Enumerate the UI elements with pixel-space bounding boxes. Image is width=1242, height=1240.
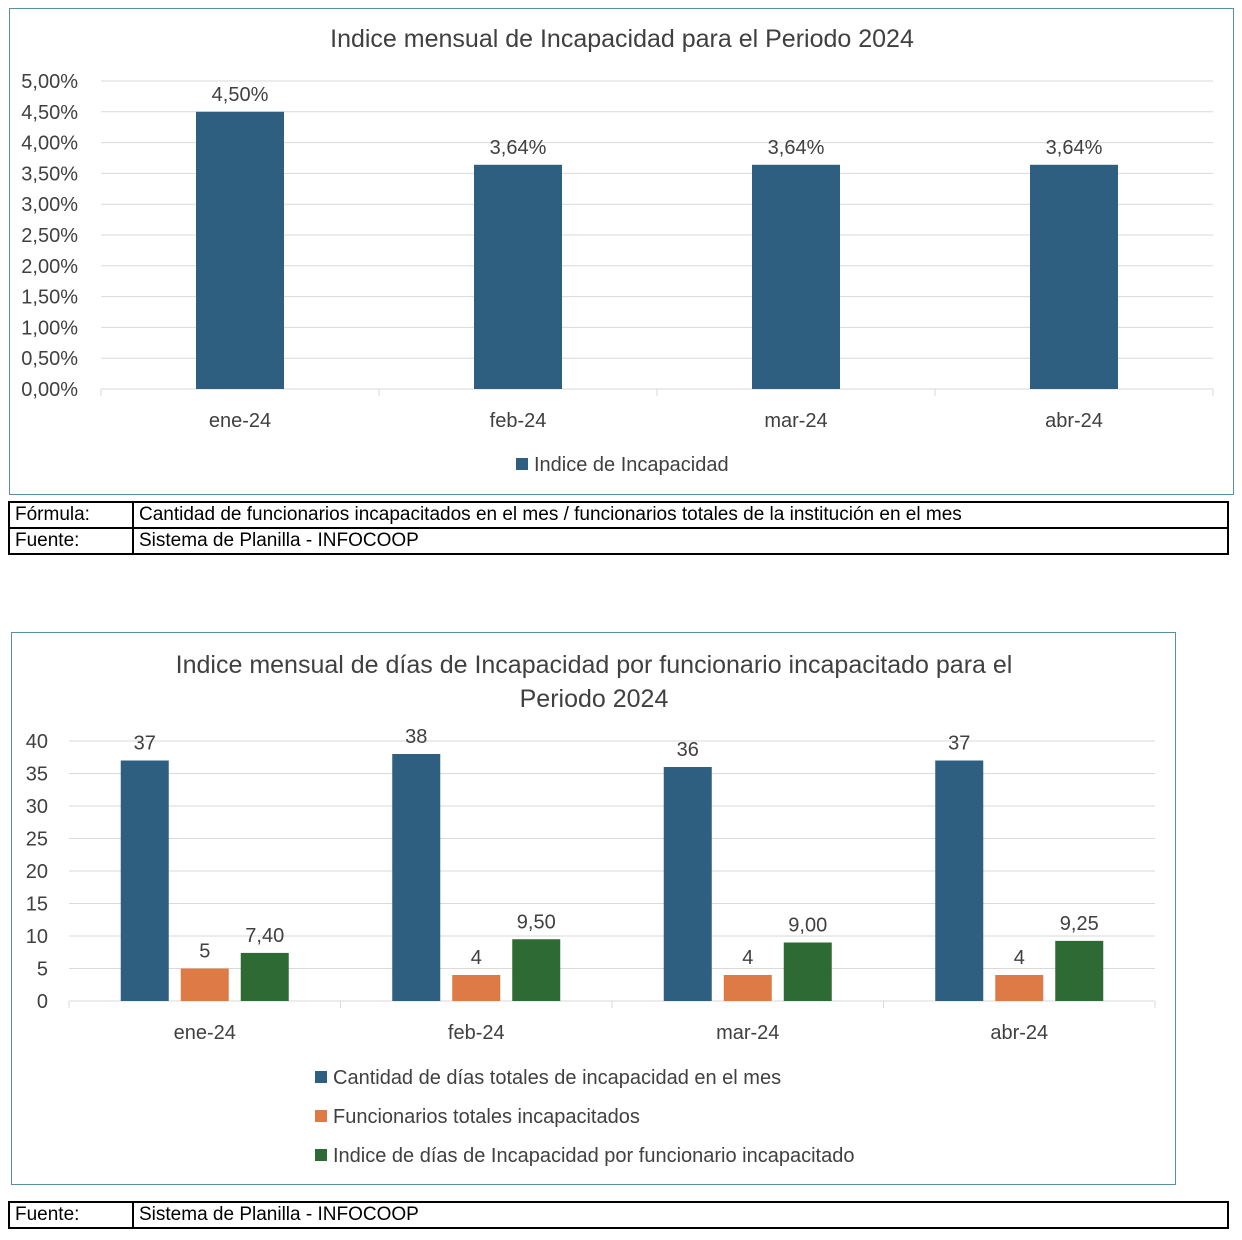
data-label: 9,00 xyxy=(788,915,827,937)
bar xyxy=(512,939,561,1001)
y-tick-label: 1,50% xyxy=(21,287,78,309)
y-tick-label: 30 xyxy=(26,796,48,818)
data-label: 4 xyxy=(1014,947,1025,969)
y-tick-label: 40 xyxy=(26,731,48,753)
bar xyxy=(663,767,712,1001)
y-tick-label: 1,00% xyxy=(21,317,78,339)
x-category-label: ene-24 xyxy=(209,410,271,432)
bar xyxy=(474,164,562,389)
legend-label: Cantidad de días totales de incapacidad … xyxy=(333,1067,781,1089)
chart-title: Indice mensual de días de Incapacidad po… xyxy=(176,651,1013,679)
y-tick-label: 25 xyxy=(26,829,48,851)
bar xyxy=(196,111,284,390)
formula-label: Fórmula: xyxy=(8,501,134,529)
y-tick-label: 2,50% xyxy=(21,225,78,247)
data-label: 36 xyxy=(677,739,699,761)
formula-source-table: Fórmula: Cantidad de funcionarios incapa… xyxy=(8,501,1229,555)
x-category-label: mar-24 xyxy=(764,410,827,432)
y-tick-label: 0,50% xyxy=(21,348,78,370)
data-label: 3,64% xyxy=(1046,137,1103,159)
bar xyxy=(120,760,169,1001)
data-label: 38 xyxy=(405,726,427,748)
source-row: Fuente: Sistema de Planilla - INFOCOOP xyxy=(8,527,1229,555)
legend-label: Indice de días de Incapacidad por funcio… xyxy=(333,1145,854,1167)
data-label: 4 xyxy=(471,947,482,969)
y-tick-label: 5 xyxy=(37,959,48,981)
data-label: 4,50% xyxy=(212,84,269,106)
x-category-label: ene-24 xyxy=(174,1022,236,1044)
chart-incapacity-days: Indice mensual de días de Incapacidad po… xyxy=(11,632,1176,1185)
legend-swatch xyxy=(516,458,528,470)
y-tick-label: 2,00% xyxy=(21,256,78,278)
x-category-label: feb-24 xyxy=(448,1022,505,1044)
bar xyxy=(392,754,441,1001)
chart-incapacity-index: Indice mensual de Incapacidad para el Pe… xyxy=(9,8,1234,495)
x-category-label: abr-24 xyxy=(990,1022,1048,1044)
legend-swatch xyxy=(315,1110,327,1122)
bar xyxy=(935,760,984,1001)
bar xyxy=(783,942,832,1001)
data-label: 9,25 xyxy=(1060,913,1099,935)
y-tick-label: 15 xyxy=(26,894,48,916)
data-label: 37 xyxy=(134,733,156,755)
data-label: 9,50 xyxy=(517,911,556,933)
data-label: 3,64% xyxy=(768,137,825,159)
y-tick-label: 4,50% xyxy=(21,102,78,124)
legend-label: Funcionarios totales incapacitados xyxy=(333,1106,640,1128)
bar xyxy=(752,164,840,389)
bar xyxy=(995,975,1044,1001)
bar xyxy=(180,968,229,1001)
bar xyxy=(1030,164,1118,389)
formula-row: Fórmula: Cantidad de funcionarios incapa… xyxy=(8,501,1229,529)
x-category-label: feb-24 xyxy=(490,410,547,432)
bar xyxy=(723,975,772,1001)
chart-title: Periodo 2024 xyxy=(520,685,669,713)
legend-swatch xyxy=(315,1071,327,1083)
bar xyxy=(240,952,289,1001)
legend-swatch xyxy=(315,1149,327,1161)
source-table-2: Fuente: Sistema de Planilla - INFOCOOP xyxy=(8,1201,1229,1229)
y-tick-label: 0,00% xyxy=(21,379,78,401)
chart-incapacity-index-svg: Indice mensual de Incapacidad para el Pe… xyxy=(21,25,1214,476)
y-tick-label: 20 xyxy=(26,861,48,883)
data-label: 4 xyxy=(742,947,753,969)
y-tick-label: 10 xyxy=(26,926,48,948)
data-label: 3,64% xyxy=(490,137,547,159)
source-label-2: Fuente: xyxy=(8,1201,134,1229)
legend-label: Indice de Incapacidad xyxy=(534,454,729,476)
source-label: Fuente: xyxy=(8,527,134,555)
data-label: 37 xyxy=(948,733,970,755)
bar xyxy=(1055,940,1104,1001)
chart-incapacity-days-svg: Indice mensual de días de Incapacidad po… xyxy=(26,651,1156,1167)
x-category-label: mar-24 xyxy=(716,1022,779,1044)
y-tick-label: 5,00% xyxy=(21,71,78,93)
source-value: Sistema de Planilla - INFOCOOP xyxy=(132,527,1229,555)
y-tick-label: 0 xyxy=(37,991,48,1013)
chart-title: Indice mensual de Incapacidad para el Pe… xyxy=(330,25,914,53)
source-row-2: Fuente: Sistema de Planilla - INFOCOOP xyxy=(8,1201,1229,1229)
formula-value: Cantidad de funcionarios incapacitados e… xyxy=(132,501,1229,529)
y-tick-label: 3,00% xyxy=(21,194,78,216)
y-tick-label: 35 xyxy=(26,764,48,786)
x-category-label: abr-24 xyxy=(1045,410,1103,432)
y-tick-label: 3,50% xyxy=(21,163,78,185)
data-label: 7,40 xyxy=(245,925,284,947)
bar xyxy=(452,975,501,1001)
y-tick-label: 4,00% xyxy=(21,133,78,155)
data-label: 5 xyxy=(199,941,210,963)
source-value-2: Sistema de Planilla - INFOCOOP xyxy=(132,1201,1229,1229)
